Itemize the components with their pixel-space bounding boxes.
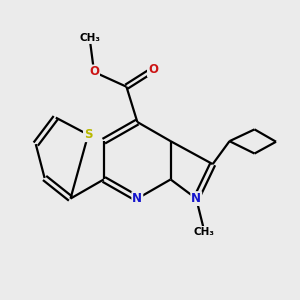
Text: N: N — [191, 192, 201, 205]
Text: O: O — [148, 63, 158, 76]
Text: N: N — [132, 192, 142, 205]
Text: O: O — [89, 65, 99, 79]
Text: CH₃: CH₃ — [79, 33, 100, 43]
Text: S: S — [84, 128, 92, 141]
Text: CH₃: CH₃ — [194, 227, 215, 237]
